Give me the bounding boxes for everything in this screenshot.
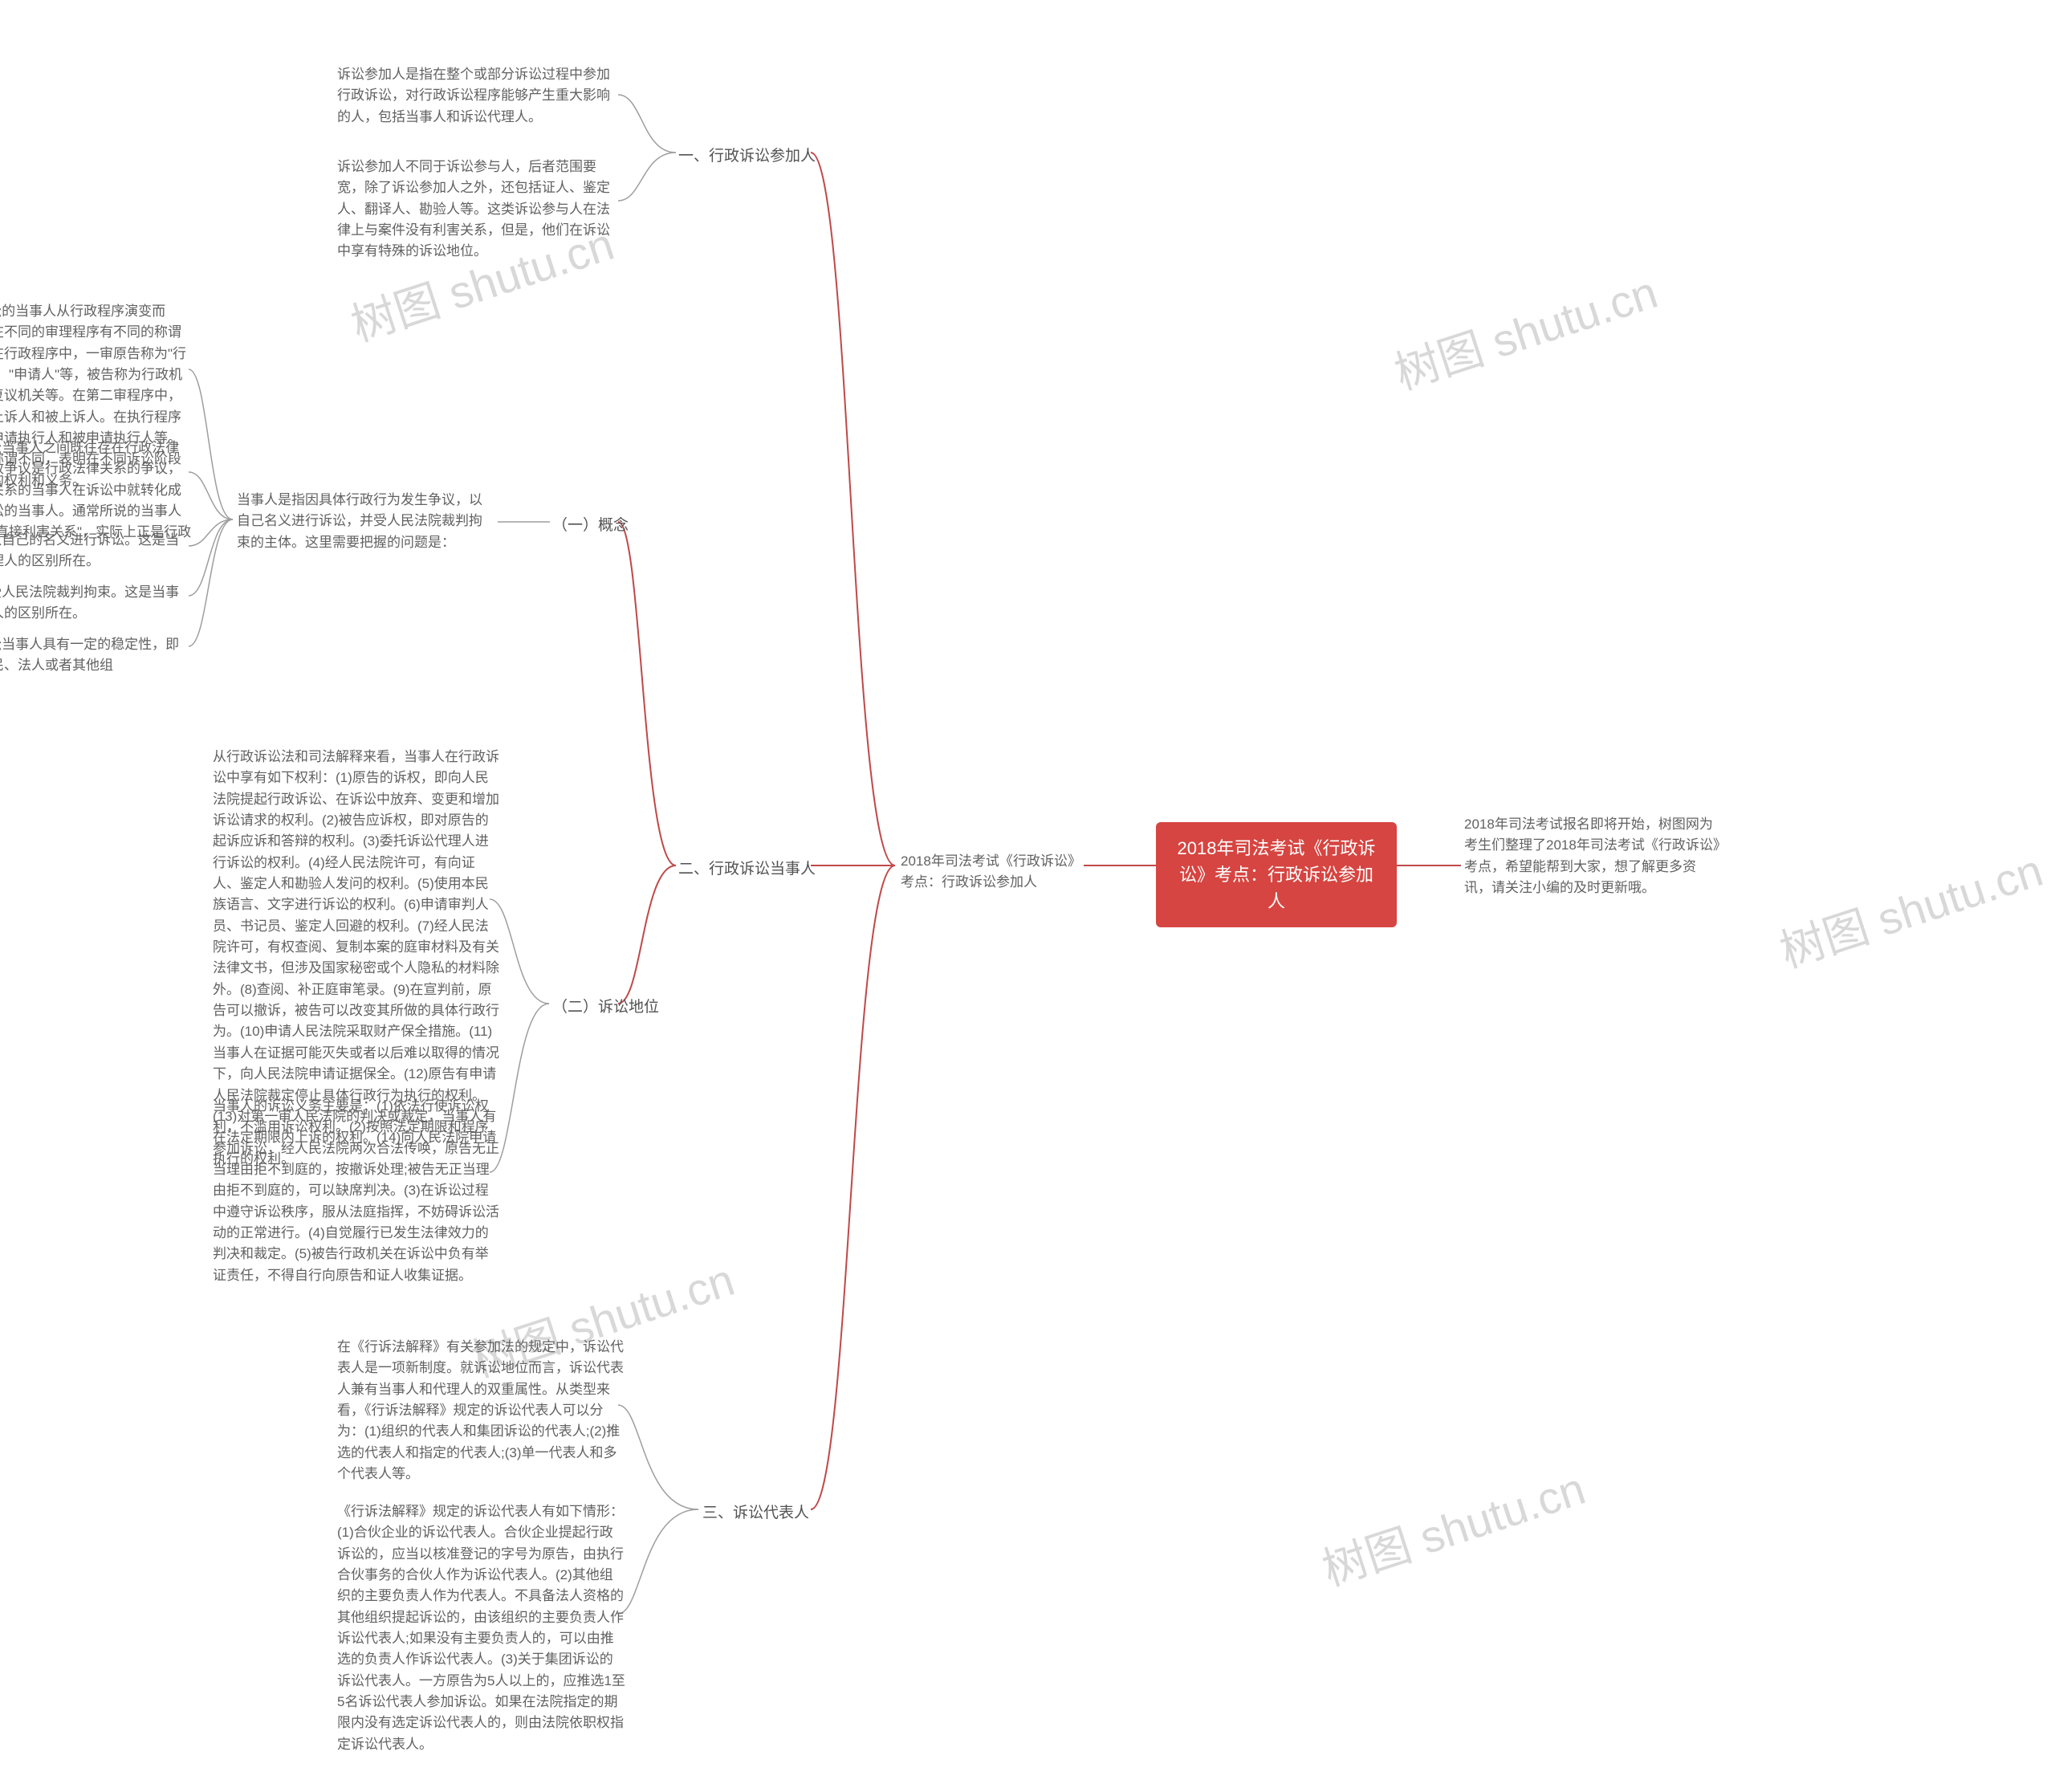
watermark: 树图 shutu.cn (1771, 835, 2050, 981)
branch1-leaf-1: 诉讼参加人是指在整个或部分诉讼过程中参加行政诉讼，对行政诉讼程序能够产生重大影响… (337, 64, 610, 128)
branch2-sub2-label[interactable]: （二）诉讼地位 (552, 996, 659, 1019)
branch1-leaf-2: 诉讼参加人不同于诉讼参与人，后者范围要宽，除了诉讼参加人之外，还包括证人、鉴定人… (337, 157, 610, 263)
left-intro: 2018年司法考试《行政诉讼》考点：行政诉讼参加人 (897, 848, 1086, 897)
root-description: 2018年司法考试报名即将开始，树图网为考生们整理了2018年司法考试《行政诉讼… (1461, 811, 1726, 902)
branch2-sub1-label[interactable]: （一）概念 (552, 514, 629, 537)
watermark: 树图 shutu.cn (1386, 257, 1665, 403)
branch3-label[interactable]: 三、诉讼代表人 (702, 1501, 809, 1525)
branch3-leaf-2: 《行诉法解释》规定的诉讼代表人有如下情形：(1)合伙企业的诉讼代表人。合伙企业提… (337, 1501, 626, 1755)
branch2-sub1-item4: 4.当事人受人民法院裁判拘束。这是当事人与参与人的区别所在。 (0, 582, 193, 625)
branch2-sub2-leaf2: 当事人的诉讼义务主要是：(1)依法行使诉讼权利，不滥用诉讼权利。(2)按照法定期… (213, 1096, 502, 1286)
branch2-label[interactable]: 二、行政诉讼当事人 (678, 857, 816, 881)
root-node[interactable]: 2018年司法考试《行政诉讼》考点：行政诉讼参加人 (1156, 822, 1397, 927)
watermark: 树图 shutu.cn (1313, 1453, 1593, 1599)
mindmap-canvas: 树图 shutu.cn 树图 shutu.cn 树图 shutu.cn 树图 s… (0, 0, 2055, 1792)
branch2-sub1-intro: 当事人是指因具体行政行为发生争议，以自己名义进行诉讼，并受人民法院裁判拘束的主体… (237, 490, 494, 553)
branch2-sub1-item3: 3.当事人以自己的名义进行诉讼。这是当事人与代理人的区别所在。 (0, 530, 193, 572)
branch2-sub1-item5: 5.行政诉讼当事人具有一定的稳定性，即原告是公民、法人或者其他组 (0, 634, 193, 677)
branch1-label[interactable]: 一、行政诉讼参加人 (678, 145, 816, 168)
branch3-leaf-1: 在《行诉法解释》有关参加法的规定中，诉讼代表人是一项新制度。就诉讼地位而言，诉讼… (337, 1337, 626, 1485)
